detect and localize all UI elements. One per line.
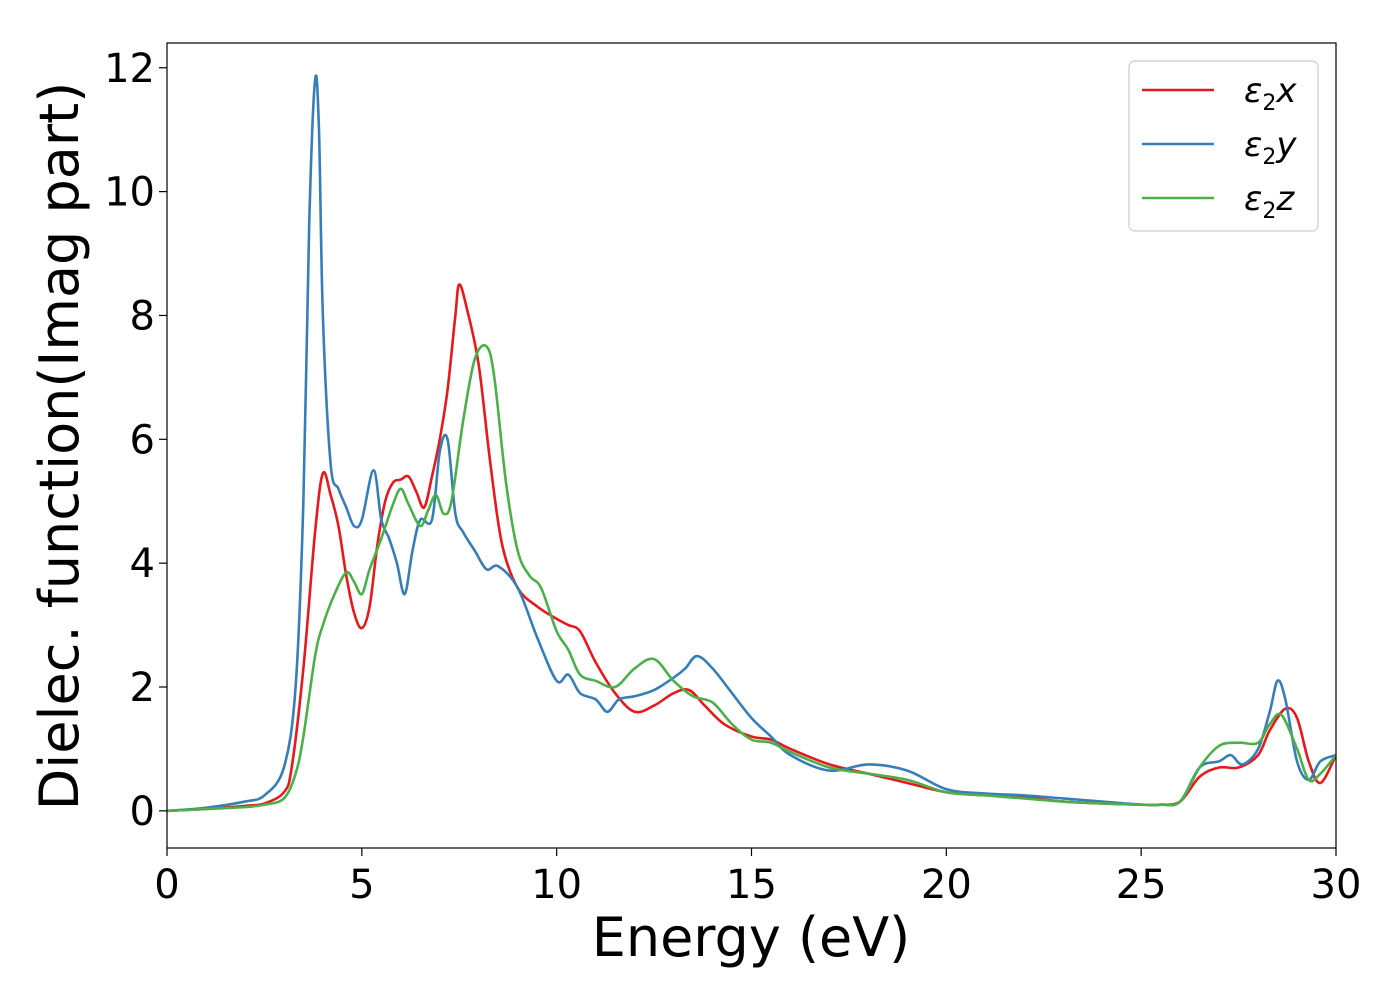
series-line-z — [167, 344, 1336, 813]
legend-label-x: ε2x — [1244, 71, 1297, 116]
y-tick-label: 2 — [130, 665, 155, 711]
x-axis-label: Energy (eV) — [592, 906, 911, 969]
legend-label-y: ε2y — [1244, 125, 1297, 170]
x-tick-label: 20 — [921, 862, 972, 908]
y-tick-label: 4 — [130, 541, 155, 587]
x-tick-label: 10 — [531, 862, 582, 908]
y-tick-label: 8 — [130, 293, 155, 339]
y-tick-label: 0 — [130, 789, 155, 835]
x-tick-label: 25 — [1116, 862, 1167, 908]
y-axis-label: Dielec. function(Imag part) — [28, 82, 91, 811]
x-tick-label: 30 — [1311, 862, 1362, 908]
x-tick-label: 15 — [726, 862, 777, 908]
x-tick-label: 0 — [154, 862, 179, 908]
x-tick-label: 5 — [349, 862, 374, 908]
series-layer — [167, 74, 1336, 813]
legend-box — [1128, 60, 1319, 232]
y-tick-label: 10 — [104, 170, 155, 216]
legend: ε2x ε2y ε2z — [1128, 60, 1319, 232]
y-axis-ticks: 0 2 4 6 8 10 12 — [104, 46, 167, 835]
x-axis-ticks: 0 5 10 15 20 25 30 — [154, 848, 1361, 908]
y-tick-label: 12 — [104, 46, 155, 92]
legend-label-z: ε2z — [1244, 179, 1295, 224]
y-tick-label: 6 — [130, 417, 155, 463]
